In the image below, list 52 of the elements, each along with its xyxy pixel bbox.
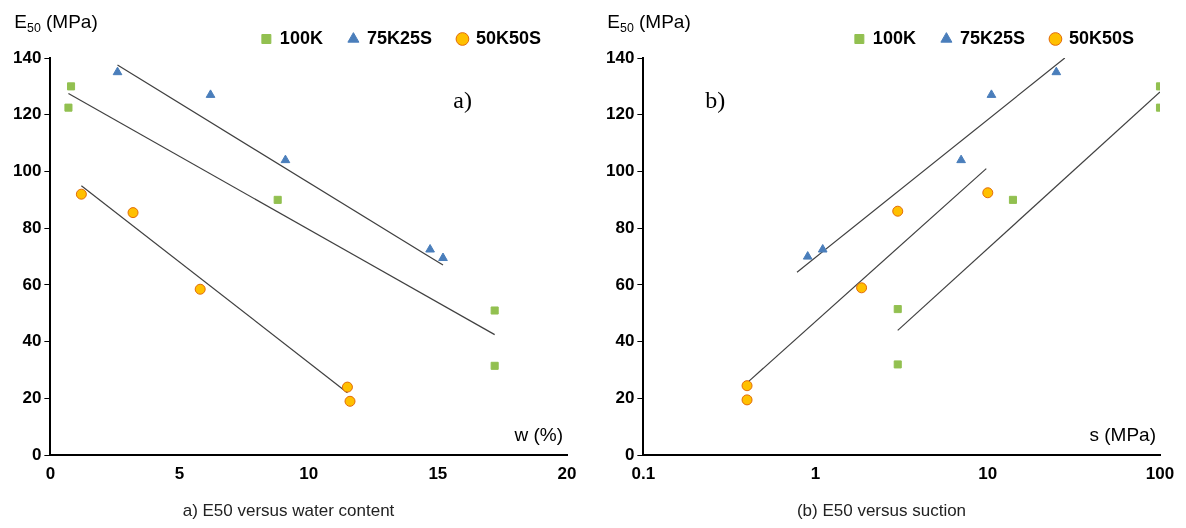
point xyxy=(205,89,216,98)
point xyxy=(112,66,123,76)
y-tick-label: 0 xyxy=(624,444,635,464)
y-tick-label: 80 xyxy=(615,217,635,237)
point xyxy=(127,207,139,219)
point xyxy=(490,306,499,315)
y-tick-label: 0 xyxy=(31,444,42,464)
x-tick-label: 10 xyxy=(978,464,998,484)
point xyxy=(438,252,448,262)
y-tick-label: 20 xyxy=(615,388,635,408)
point xyxy=(194,283,206,295)
x-tick-label: 0 xyxy=(45,464,56,484)
point xyxy=(425,244,435,253)
x-tick-label: 1 xyxy=(810,464,821,484)
x-tick-label: 0.1 xyxy=(631,464,656,484)
point xyxy=(66,82,76,91)
text: (b) E50 versus suction xyxy=(796,501,967,521)
legend-label: 100K xyxy=(279,27,323,48)
point xyxy=(273,195,282,204)
y-tick-label: 20 xyxy=(22,388,42,408)
x-axis-title: w (%) xyxy=(513,424,563,446)
point xyxy=(64,103,73,112)
y-tick-label: 40 xyxy=(22,331,42,351)
annotation: b) xyxy=(705,87,726,113)
point xyxy=(341,381,353,393)
legend-label: 75K25S xyxy=(959,27,1025,48)
y-tick-label: 60 xyxy=(22,274,42,294)
legend-label: 50K50S xyxy=(475,27,542,48)
x-tick-label: 20 xyxy=(557,464,577,484)
x-tick-label: 5 xyxy=(174,464,185,484)
point xyxy=(344,395,356,407)
y-tick-label: 120 xyxy=(605,104,635,124)
legend-label: 75K25S xyxy=(366,27,432,48)
y-tick-label: 140 xyxy=(12,47,42,67)
y-tick-label: 60 xyxy=(615,274,635,294)
point xyxy=(75,188,87,200)
annotation: a) xyxy=(453,87,472,113)
x-tick-label: 15 xyxy=(428,464,448,484)
y-tick-label: 100 xyxy=(605,161,635,181)
y-tick-label: 40 xyxy=(615,331,635,351)
x-axis-title: s (MPa) xyxy=(1089,424,1156,446)
x-tick-label: 100 xyxy=(1145,464,1175,484)
y-tick-label: 80 xyxy=(22,217,42,237)
y-tick-label: 120 xyxy=(12,104,42,124)
y-tick-label: 100 xyxy=(12,161,42,181)
x-tick-label: 10 xyxy=(299,464,319,484)
point xyxy=(490,361,499,370)
legend-label: 100K xyxy=(872,27,916,48)
text: a) E50 versus water content xyxy=(182,501,395,521)
legend-label: 50K50S xyxy=(1068,27,1135,48)
y-tick-label: 140 xyxy=(605,47,635,67)
point xyxy=(280,154,291,164)
